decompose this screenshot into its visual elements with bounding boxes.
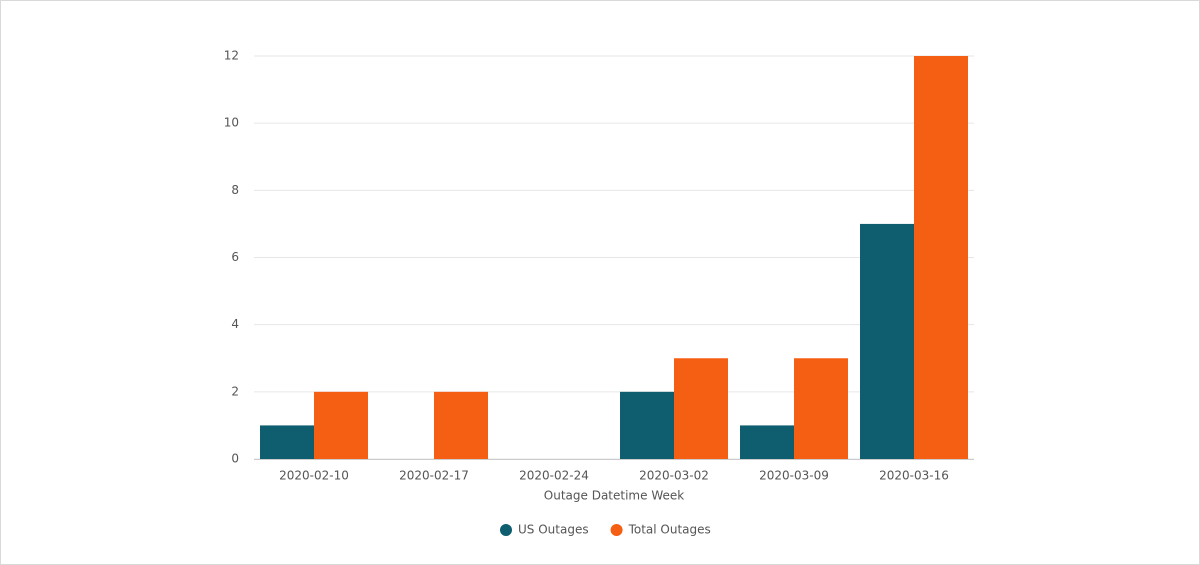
x-tick-label: 2020-03-02 [639,469,709,483]
x-tick-label: 2020-02-17 [399,469,469,483]
bar [620,391,674,459]
y-tick-label: 2 [231,384,239,398]
bar [794,358,848,459]
bar [434,391,488,459]
bar [860,223,914,459]
bar [260,425,314,459]
bar [314,391,368,459]
bar [674,358,728,459]
x-tick-label: 2020-03-16 [879,469,949,483]
legend-swatch [500,524,512,536]
y-tick-label: 0 [231,452,239,466]
y-tick-label: 8 [231,183,239,197]
legend-label: Total Outages [628,523,711,537]
y-tick-label: 4 [231,317,239,331]
legend-label: US Outages [518,523,589,537]
x-tick-label: 2020-03-09 [759,469,829,483]
bar [740,425,794,459]
x-axis-title: Outage Datetime Week [544,489,684,503]
bar [914,56,968,459]
x-tick-label: 2020-02-24 [519,469,589,483]
y-tick-label: 6 [231,250,239,264]
y-tick-label: 12 [224,49,239,63]
legend-swatch [610,524,623,536]
x-tick-label: 2020-02-10 [279,469,349,483]
y-tick-label: 10 [224,116,239,130]
